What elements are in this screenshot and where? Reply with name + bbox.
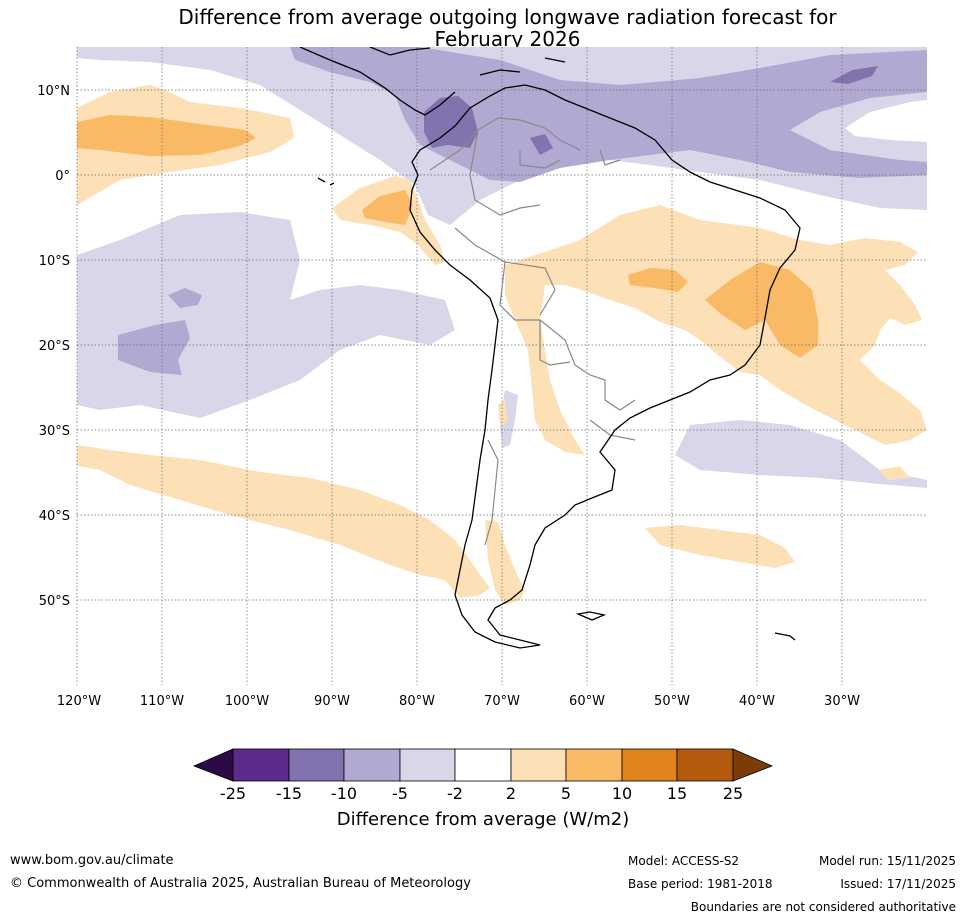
footer-base-period: Base period: 1981-2018 — [628, 877, 773, 891]
colorbar-label: Difference from average (W/m2) — [337, 809, 629, 830]
lat-label-10n: 10°N — [37, 84, 70, 99]
coastline-south-america — [409, 84, 801, 649]
colorbar-box-6 — [510, 748, 567, 782]
coastline-falklands — [575, 611, 607, 621]
anomaly-purple-dark-colombia — [424, 96, 478, 148]
anomaly-purple-mid-blob-b — [168, 288, 202, 308]
longitude-labels: 120°W 110°W 100°W 90°W 80°W 70°W 60°W 50… — [57, 694, 860, 709]
colorbar-tick: -10 — [331, 784, 357, 803]
anomaly-purple-light-southeast — [675, 420, 927, 488]
footer-model: Model: ACCESS-S2 — [628, 854, 740, 868]
country-borders — [429, 117, 636, 546]
colorbar-tick: -5 — [392, 784, 408, 803]
lon-label-70w: 70°W — [484, 694, 520, 709]
lat-label-10s: 10°S — [39, 254, 70, 269]
colorbar-box-2 — [288, 748, 345, 782]
lon-label-80w: 80°W — [399, 694, 435, 709]
colorbar — [192, 748, 774, 782]
lon-label-90w: 90°W — [314, 694, 350, 709]
colorbar-box-4 — [399, 748, 456, 782]
anomaly-purple-mid-blob-a — [118, 320, 190, 375]
colorbar-tick: -25 — [220, 784, 246, 803]
anomaly-orange-light-southern — [77, 445, 490, 598]
footer-disclaimer: Boundaries are not considered authoritat… — [690, 900, 956, 914]
map-title-line-2: February 2026 — [434, 27, 581, 51]
anomaly-purple-light-west — [77, 212, 455, 418]
colorbar-tick: 2 — [506, 784, 516, 803]
colorbar-tick: 15 — [667, 784, 687, 803]
colorbar-extend-low — [192, 748, 234, 782]
anomaly-orange-light-brazil — [505, 205, 927, 455]
coastlines — [299, 47, 801, 649]
lat-label-20s: 20°S — [39, 339, 70, 354]
colorbar-tick: 25 — [723, 784, 743, 803]
anomaly-orange-mid-brazil — [705, 262, 818, 358]
anomaly-orange-mid-blob — [628, 268, 688, 292]
lat-label-50s: 50°S — [39, 594, 70, 609]
anomaly-orange-light-southatlantic — [645, 525, 795, 568]
colorbar-tick: -2 — [447, 784, 463, 803]
anomaly-orange-mid-eq-pacific — [77, 115, 256, 156]
anomaly-orange-light-patagonia — [485, 520, 525, 605]
coastline-central-america — [299, 47, 456, 116]
lon-label-100w: 100°W — [225, 694, 269, 709]
colorbar-box-5 — [454, 748, 512, 782]
lon-label-110w: 110°W — [140, 694, 184, 709]
footer-model-run: Model run: 15/11/2025 — [818, 854, 956, 868]
anomaly-orange-mid-ecuador — [362, 190, 413, 225]
colorbar-ticks: -25 -15 -10 -5 -2 2 5 10 15 25 — [220, 784, 743, 803]
anomaly-purple-dark-guyana — [530, 134, 553, 155]
lon-label-30w: 30°W — [824, 694, 860, 709]
lon-label-40w: 40°W — [739, 694, 775, 709]
colorbar-tick: 5 — [561, 784, 571, 803]
footer-copyright: © Commonwealth of Australia 2025, Austra… — [10, 876, 471, 891]
lat-label-40s: 40°S — [39, 509, 70, 524]
colorbar-box-7 — [565, 748, 623, 782]
anomaly-purple-mid-north — [290, 47, 927, 182]
anomaly-neutral-atlantic — [845, 100, 927, 142]
map-title-line-1: Difference from average outgoing longwav… — [178, 5, 837, 29]
colorbar-box-3 — [343, 748, 401, 782]
lat-label-0: 0° — [55, 169, 70, 184]
lon-label-120w: 120°W — [57, 694, 101, 709]
lat-label-30s: 30°S — [39, 424, 70, 439]
colorbar-box-1 — [232, 748, 290, 782]
latitude-labels: 10°N 0° 10°S 20°S 30°S 40°S 50°S — [37, 84, 70, 609]
footer-issued: Issued: 17/11/2025 — [840, 877, 956, 891]
colorbar-tick: 10 — [612, 784, 632, 803]
anomaly-field — [77, 47, 927, 605]
colorbar-box-9 — [676, 748, 734, 782]
coastline-caribbean — [369, 47, 566, 76]
coastline-galapagos — [317, 177, 335, 186]
colorbar-extend-high — [732, 748, 774, 782]
coastline-south-georgia — [774, 632, 796, 641]
colorbar-tick: -15 — [276, 784, 302, 803]
lon-label-60w: 60°W — [569, 694, 605, 709]
colorbar-box-8 — [621, 748, 678, 782]
lon-label-50w: 50°W — [654, 694, 690, 709]
footer-url[interactable]: www.bom.gov.au/climate — [10, 853, 174, 868]
graticule — [76, 47, 927, 685]
